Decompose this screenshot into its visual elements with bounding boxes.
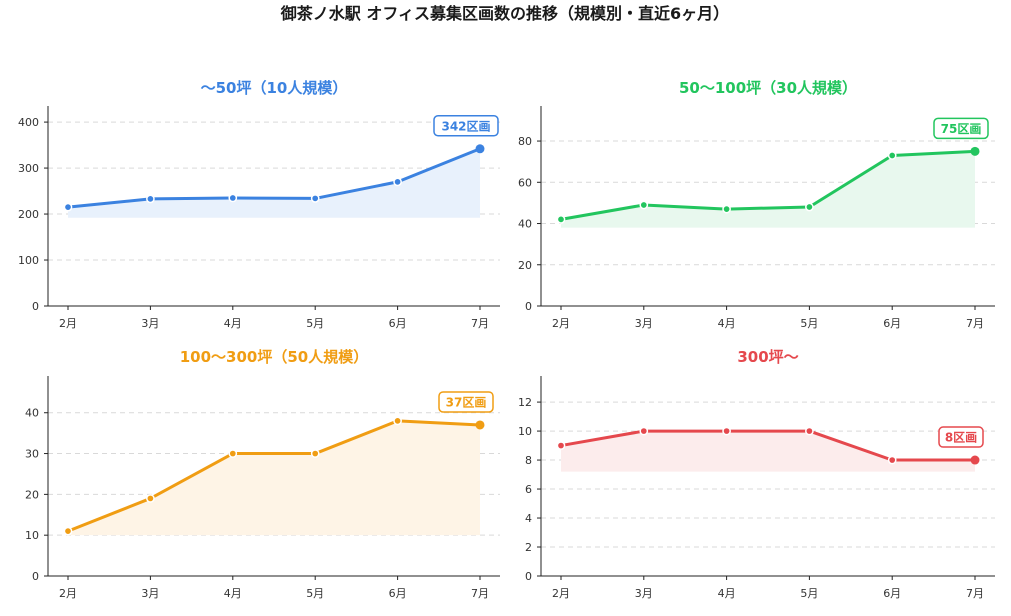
x-tick-label: 5月	[306, 317, 324, 330]
value-badge	[938, 426, 984, 448]
value-badge-label: 37区画	[446, 395, 487, 409]
last-data-point	[970, 146, 980, 156]
data-point	[393, 177, 402, 187]
chart-title: 300坪〜	[737, 348, 798, 366]
data-point	[146, 194, 155, 204]
x-tick-label: 7月	[966, 317, 984, 330]
x-tick-label: 5月	[800, 317, 818, 330]
y-tick-label: 60	[518, 176, 532, 189]
y-tick-label: 0	[32, 570, 39, 583]
data-point	[805, 202, 814, 212]
x-tick-label: 5月	[800, 587, 818, 600]
data-point	[887, 455, 897, 465]
chart-panel-3: 100〜300坪（50人規模） 0 10 20 30 40 2月 3月 4月 5月 6月 7月 37区画	[25, 348, 500, 600]
data-point	[722, 426, 731, 436]
y-tick-label: 0	[525, 570, 532, 583]
y-tick-label: 40	[518, 218, 532, 231]
chart-title: 100〜300坪（50人規模）	[180, 348, 369, 366]
value-badge	[933, 117, 989, 140]
x-tick-label: 5月	[306, 587, 324, 600]
x-tick-label: 2月	[552, 587, 570, 600]
y-tick-label: 30	[25, 448, 39, 461]
y-tick-label: 6	[525, 483, 532, 496]
chart-title: 50〜100坪（30人規模）	[679, 79, 857, 97]
series-line	[559, 149, 977, 221]
chart-panel-1: 〜50坪（10人規模） 0 100 200 300 400 2月 3月 4月 5月 6月 7月 342区…	[18, 79, 500, 330]
data-point	[63, 526, 73, 536]
y-tick-label: 4	[525, 512, 532, 525]
data-point	[639, 200, 649, 210]
y-tick-label: 10	[518, 425, 532, 438]
chart-panel-2: 50〜100坪（30人規模） 0 20 40 60 80 2月 3月 4月 5月 6月 7月 75区画	[518, 79, 995, 330]
x-tick-label: 7月	[471, 317, 489, 330]
data-point	[228, 449, 238, 458]
y-tick-label: 20	[518, 259, 532, 272]
x-tick-label: 6月	[883, 587, 901, 600]
y-tick-label: 12	[518, 396, 532, 409]
data-point	[63, 202, 73, 212]
x-tick-label: 4月	[718, 587, 736, 600]
area-fill	[68, 148, 480, 218]
y-tick-label: 100	[18, 254, 39, 267]
x-tick-label: 3月	[635, 587, 653, 600]
value-badge	[433, 115, 499, 137]
value-badge	[438, 391, 494, 413]
data-point	[887, 151, 897, 160]
x-tick-label: 6月	[389, 587, 407, 600]
x-tick-label: 3月	[141, 317, 159, 330]
y-tick-label: 10	[25, 529, 39, 542]
area-fill	[561, 431, 975, 472]
x-tick-label: 2月	[59, 587, 77, 600]
series-line	[559, 429, 977, 462]
y-tick-label: 300	[18, 162, 39, 175]
x-tick-label: 6月	[883, 317, 901, 330]
series-line	[66, 419, 482, 533]
figure-title: 御茶ノ水駅 オフィス募集区画数の推移（規模別・直近6ヶ月）	[280, 4, 729, 23]
y-tick-label: 0	[525, 300, 532, 313]
data-point	[639, 426, 649, 436]
series-line	[66, 147, 482, 209]
area-fill	[68, 420, 480, 536]
y-tick-label: 8	[525, 454, 532, 467]
y-tick-label: 200	[18, 208, 39, 221]
value-badge-label: 342区画	[441, 119, 490, 133]
data-point	[556, 441, 566, 450]
last-data-point	[970, 455, 980, 465]
data-point	[722, 204, 731, 214]
data-point	[310, 449, 320, 458]
x-tick-label: 3月	[635, 317, 653, 330]
data-point	[310, 194, 320, 203]
x-tick-label: 7月	[966, 587, 984, 600]
data-point	[556, 215, 566, 224]
y-tick-label: 0	[32, 300, 39, 313]
x-tick-label: 3月	[141, 587, 159, 600]
x-tick-label: 2月	[59, 317, 77, 330]
last-data-point	[475, 144, 485, 154]
x-tick-label: 4月	[224, 317, 242, 330]
value-badge-label: 75区画	[941, 122, 982, 136]
x-tick-label: 4月	[224, 587, 242, 600]
data-point	[393, 416, 402, 426]
y-tick-label: 20	[25, 488, 39, 501]
value-badge-label: 8区画	[945, 431, 977, 445]
chart-title: 〜50坪（10人規模）	[201, 79, 348, 97]
x-tick-label: 4月	[718, 317, 736, 330]
data-point	[805, 426, 814, 436]
y-tick-label: 400	[18, 116, 39, 129]
y-tick-label: 40	[25, 407, 39, 420]
y-tick-label: 80	[518, 135, 532, 148]
x-tick-label: 2月	[552, 317, 570, 330]
chart-panel-4: 300坪〜 0 2 4 6 8 10 12 2月 3月 4月 5月 6月 7月 8区画	[518, 348, 995, 600]
area-fill	[561, 151, 975, 228]
y-tick-label: 2	[525, 541, 532, 554]
data-point	[228, 193, 238, 203]
last-data-point	[475, 420, 485, 430]
data-point	[146, 494, 155, 503]
x-tick-label: 6月	[389, 317, 407, 330]
x-tick-label: 7月	[471, 587, 489, 600]
